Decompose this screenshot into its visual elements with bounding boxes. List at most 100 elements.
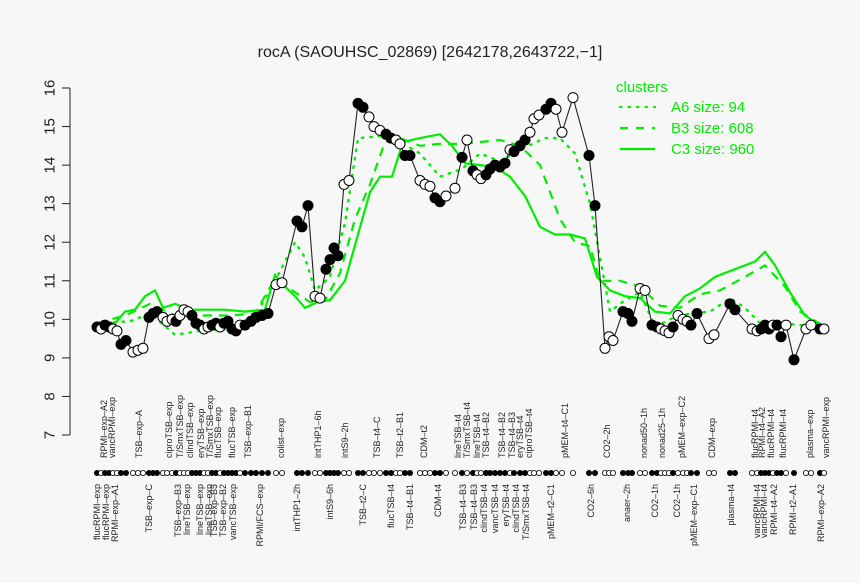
sample-label: flucRPMI–exp [92, 484, 102, 540]
strip-marker [387, 469, 394, 476]
strip-marker [258, 469, 265, 476]
data-point [775, 331, 787, 343]
strip-marker [620, 469, 627, 476]
data-point [589, 200, 601, 212]
strip-marker [649, 469, 656, 476]
sample-label: flucRPMI–exp [101, 484, 111, 540]
strip-marker [316, 469, 323, 476]
sample-label: clindTSB–t4 [511, 484, 521, 533]
cluster-line-solid [96, 133, 823, 328]
strip-marker [463, 469, 470, 476]
legend-entry: B3 size: 608 [671, 120, 754, 137]
sample-label: RPMI–t2–A1 [788, 484, 798, 535]
strip-marker [458, 469, 465, 476]
strip-marker [139, 469, 146, 476]
strip-marker [791, 469, 798, 476]
sample-label: TSB–t4–B2 [497, 412, 507, 458]
sample-label: T/SmxTSB–t4 [521, 484, 531, 540]
sample-label: TSB–exp–B3 [173, 484, 183, 537]
y-tick-label: 9 [42, 354, 59, 362]
strip-marker [436, 469, 443, 476]
strip-marker [694, 469, 701, 476]
cluster-line-dotted [95, 134, 824, 337]
strip-marker [293, 469, 300, 476]
sample-label: plasma–exp [805, 409, 815, 458]
strip-marker [491, 469, 498, 476]
sample-label: RPMI–t4–A2 [769, 484, 779, 535]
sample-label: clindTSB–t4 [479, 484, 489, 533]
sample-label: flucTSB–exp [227, 407, 237, 458]
sample-label: plasma–t4 [726, 484, 736, 526]
y-tick-label: 16 [42, 80, 59, 97]
legend-entry: A6 size: 94 [671, 99, 745, 116]
data-point [320, 263, 332, 275]
data-point [533, 109, 545, 121]
sample-label: intTHP1–6h [313, 410, 323, 458]
data-point [343, 175, 355, 186]
strip-marker [401, 469, 408, 476]
strip-marker [610, 469, 617, 476]
strip-marker [153, 469, 160, 476]
sample-label: CDM–t2 [419, 425, 429, 458]
strip-marker [354, 469, 361, 476]
sample-label: TSB–exp–B2 [218, 484, 228, 537]
sample-label: ciproTSB–t4 [524, 408, 534, 458]
strip-marker [272, 469, 279, 476]
sample-label: vancRPMI–t4 [752, 484, 762, 538]
data-point [314, 292, 326, 304]
sample-label: TSB–t4–B3 [507, 412, 517, 458]
sample-label: RPMI–exp–A1 [110, 484, 120, 542]
data-point [363, 111, 375, 123]
strip-marker [543, 469, 550, 476]
sample-label: RPMI–exp–A2 [816, 484, 826, 542]
sample-label: T/SmxTSB–exp [205, 395, 215, 458]
data-point [519, 134, 531, 146]
strip-marker [370, 469, 377, 476]
sample-marker-strip [94, 469, 828, 476]
strip-marker [706, 469, 713, 476]
sample-label: colist–exp [276, 418, 286, 458]
data-point [788, 354, 800, 366]
sample-label: flucTSB–exp [213, 407, 223, 458]
sample-label: TSB–exp–C [144, 484, 154, 533]
strip-marker [586, 469, 593, 476]
data-point [262, 308, 274, 319]
strip-marker [134, 469, 141, 476]
strip-marker [304, 469, 311, 476]
strip-marker [247, 469, 254, 476]
sample-label: lineTSB–exp [204, 484, 214, 535]
sample-label: TSB–t4–B2 [481, 412, 491, 458]
strip-marker [642, 469, 649, 476]
data-point [120, 335, 132, 346]
strip-marker [711, 469, 718, 476]
y-axis: 7 8 9 10 11 12 13 14 15 16 [42, 80, 71, 439]
sample-label: T/SmxTSB–exp [175, 395, 185, 458]
data-point [276, 277, 288, 289]
sample-label: flucRPMI–t4 [778, 409, 788, 458]
strip-marker [803, 469, 810, 476]
strip-marker [236, 469, 243, 476]
sample-label: TSB–t2–B1 [395, 412, 405, 458]
data-point [607, 335, 619, 346]
strip-marker [522, 469, 529, 476]
sample-label: anaer–2h [622, 484, 632, 522]
strip-marker [340, 469, 347, 476]
strip-marker [278, 469, 285, 476]
data-point [667, 321, 679, 333]
sample-label: CO2–2h [602, 424, 612, 458]
strip-marker [334, 469, 341, 476]
sample-label: CDM–t4 [433, 484, 443, 517]
strip-marker [396, 469, 403, 476]
data-point [524, 126, 536, 138]
strip-marker [570, 469, 577, 476]
sample-label: nonad50–1h [639, 408, 649, 458]
data-point [332, 250, 344, 262]
data-point [685, 319, 697, 331]
strip-marker [376, 469, 383, 476]
y-tick-label: 8 [42, 392, 59, 400]
strip-marker [675, 469, 682, 476]
strip-marker [406, 469, 413, 476]
strip-marker [298, 469, 305, 476]
sample-label: lineTSB–exp [182, 484, 192, 535]
